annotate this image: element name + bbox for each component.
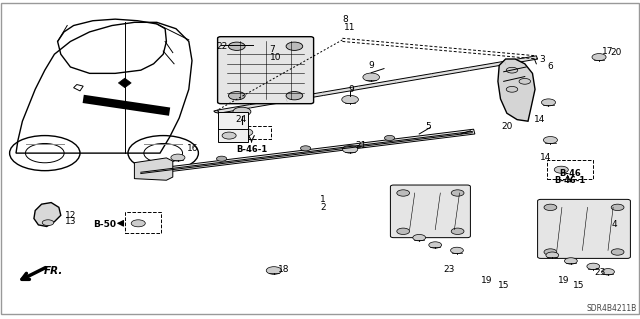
Circle shape	[342, 95, 358, 104]
Polygon shape	[498, 59, 535, 121]
Circle shape	[611, 249, 624, 255]
Text: 21: 21	[355, 141, 367, 150]
FancyBboxPatch shape	[218, 37, 314, 104]
Text: 10: 10	[270, 53, 282, 62]
Circle shape	[519, 78, 531, 84]
Polygon shape	[134, 158, 173, 180]
Circle shape	[342, 145, 358, 153]
Text: 14: 14	[540, 153, 551, 162]
Text: 23: 23	[594, 268, 605, 277]
Text: 11: 11	[344, 23, 356, 32]
Circle shape	[286, 42, 303, 50]
Circle shape	[385, 136, 395, 140]
Text: 12: 12	[65, 211, 76, 220]
Circle shape	[506, 67, 518, 73]
Text: 18: 18	[278, 265, 289, 274]
Circle shape	[237, 129, 253, 136]
Circle shape	[171, 154, 185, 161]
Circle shape	[611, 204, 624, 211]
Circle shape	[544, 204, 557, 211]
Text: 19: 19	[481, 276, 493, 285]
Circle shape	[564, 258, 577, 264]
Text: B-46-1: B-46-1	[236, 145, 267, 154]
Text: 13: 13	[65, 217, 76, 226]
Circle shape	[592, 54, 606, 61]
Text: 23: 23	[443, 265, 454, 274]
Circle shape	[546, 252, 559, 258]
Circle shape	[363, 73, 380, 81]
Circle shape	[602, 269, 614, 275]
Text: 20: 20	[502, 122, 513, 130]
Circle shape	[131, 220, 145, 227]
Circle shape	[301, 146, 311, 151]
Text: FR.: FR.	[44, 265, 63, 276]
Circle shape	[543, 137, 557, 144]
Circle shape	[451, 247, 463, 254]
Circle shape	[397, 190, 410, 196]
Text: 24: 24	[236, 115, 247, 124]
FancyBboxPatch shape	[390, 185, 470, 238]
Circle shape	[506, 86, 518, 92]
Text: 3: 3	[540, 55, 545, 63]
Circle shape	[216, 156, 227, 161]
Circle shape	[228, 92, 245, 100]
Text: B-46-1: B-46-1	[555, 176, 586, 185]
Text: 17: 17	[602, 47, 613, 56]
Polygon shape	[214, 110, 219, 113]
Circle shape	[228, 42, 245, 50]
Bar	[232, 126, 271, 139]
Circle shape	[233, 107, 251, 116]
Bar	[547, 160, 593, 179]
Circle shape	[222, 132, 236, 139]
Circle shape	[544, 249, 557, 255]
FancyBboxPatch shape	[538, 199, 630, 258]
Text: 22: 22	[216, 42, 228, 51]
Text: 9: 9	[349, 85, 355, 94]
Circle shape	[397, 228, 410, 234]
Circle shape	[429, 242, 442, 248]
Text: 16: 16	[187, 144, 198, 153]
Text: 15: 15	[573, 281, 585, 290]
Text: SDR4B4211B: SDR4B4211B	[586, 304, 637, 313]
Text: 6: 6	[547, 63, 553, 71]
Text: 4: 4	[612, 220, 618, 229]
Circle shape	[541, 99, 556, 106]
Text: 14: 14	[534, 115, 546, 124]
Text: 2: 2	[320, 203, 326, 212]
Polygon shape	[118, 78, 131, 88]
Circle shape	[554, 166, 568, 173]
Circle shape	[42, 220, 54, 226]
Text: 15: 15	[498, 281, 509, 290]
Circle shape	[286, 92, 303, 100]
Text: 9: 9	[368, 61, 374, 70]
Circle shape	[451, 190, 464, 196]
Text: 20: 20	[610, 48, 621, 57]
Bar	[218, 112, 248, 142]
Circle shape	[413, 234, 426, 241]
Text: 7: 7	[269, 45, 275, 54]
Bar	[125, 212, 161, 233]
Text: 5: 5	[426, 122, 431, 130]
Polygon shape	[218, 56, 538, 113]
Text: 19: 19	[558, 276, 570, 285]
Polygon shape	[138, 129, 475, 175]
Text: 1: 1	[320, 195, 326, 204]
Text: 8: 8	[342, 15, 348, 24]
Circle shape	[266, 267, 282, 274]
Text: B-50: B-50	[93, 220, 116, 229]
Circle shape	[451, 228, 464, 234]
Polygon shape	[34, 203, 61, 226]
Text: B-46: B-46	[559, 169, 581, 178]
Circle shape	[587, 263, 600, 270]
